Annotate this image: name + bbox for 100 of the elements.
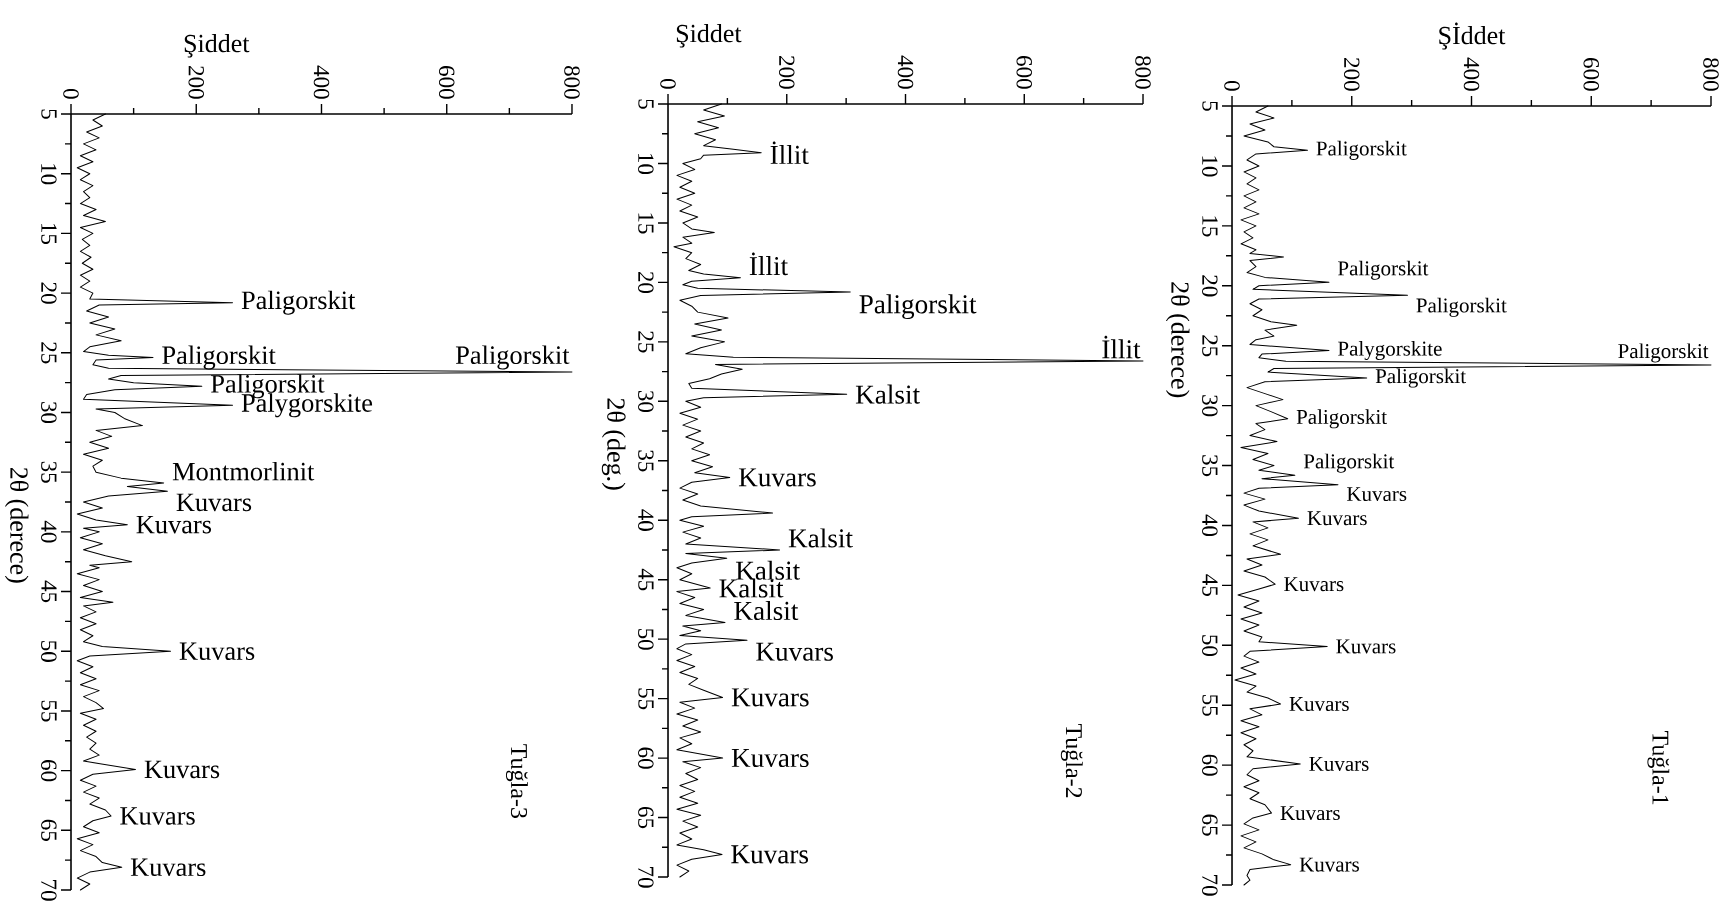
y-tick-label: 25: [638, 331, 654, 353]
annotation: Kuvars: [1289, 697, 1349, 712]
y-tick-label: 45: [638, 568, 654, 591]
annotation: Kalsit: [735, 560, 801, 580]
annotation: Palygorskite: [1338, 340, 1442, 361]
annotation: Kuvars: [1346, 487, 1407, 502]
y-tick-label: 60: [1202, 754, 1218, 776]
annotation: Paligorskit: [1338, 260, 1429, 280]
y-tick-label: 25: [41, 342, 57, 364]
x-tick-label: 0: [660, 78, 676, 89]
annotation: Paligorskit: [1375, 368, 1467, 388]
y-tick-label: 55: [41, 700, 57, 722]
annotation: Kuvars: [1336, 639, 1396, 654]
y-axis-title: 2θ (derece): [1165, 282, 1190, 398]
x-tick-label: 200: [1344, 58, 1360, 91]
y-tick-label: 10: [41, 164, 57, 185]
annotation: Kuvars: [756, 642, 833, 661]
x-tick-label: 800: [1703, 57, 1719, 91]
annotation: Kuvars: [1309, 757, 1369, 771]
x-tick-label: 400: [897, 55, 914, 89]
annotation: Kuvars: [731, 845, 809, 864]
y-tick-label: 55: [638, 688, 654, 710]
y-tick-label: 70: [41, 880, 57, 901]
y-tick-label: 60: [638, 747, 654, 769]
annotation: Paligorskit: [455, 345, 570, 370]
annotation: Kuvars: [1284, 577, 1344, 592]
y-tick-label: 65: [638, 807, 654, 829]
annotation: İllit: [770, 141, 809, 165]
annotation: Paligorskit: [1316, 140, 1407, 160]
y-tick-label: 30: [1202, 395, 1218, 417]
annotation: Paligorskit: [241, 290, 356, 315]
y-tick-label: 35: [638, 450, 654, 472]
y-tick-label: 50: [41, 641, 57, 662]
y-tick-label: 30: [638, 390, 654, 412]
y-tick-label: 70: [638, 867, 654, 888]
annotation: Paligorskit: [1416, 297, 1507, 317]
y-tick-label: 5: [1202, 101, 1218, 111]
x-axis-title: Şİddet: [1439, 22, 1506, 50]
annotation: Kalsit: [734, 600, 799, 621]
y-tick-label: 10: [1202, 156, 1218, 177]
y-tick-label: 40: [1202, 514, 1218, 537]
y-tick-label: 60: [41, 760, 57, 782]
x-tick-label: 800: [564, 66, 580, 99]
annotation: Kuvars: [144, 760, 220, 779]
x-tick-label: 0: [1224, 80, 1240, 91]
annotation: İllit: [1102, 335, 1141, 359]
annotation: Kuvars: [179, 642, 255, 661]
y-tick-label: 10: [638, 153, 654, 175]
y-axis-title: 2θ (derece): [4, 467, 29, 583]
y-tick-label: 50: [638, 629, 654, 650]
y-tick-label: 45: [41, 580, 57, 603]
y-tick-label: 40: [41, 520, 57, 543]
annotation: Tuğla-3: [505, 744, 528, 819]
y-tick-label: 20: [638, 271, 654, 294]
y-tick-label: 70: [1202, 875, 1218, 896]
annotation: Kuvars: [731, 749, 809, 768]
annotation: Kalsit: [719, 578, 784, 598]
annotation: Kuvars: [738, 468, 816, 487]
y-tick-label: 15: [638, 213, 654, 234]
annotation: Paligorskit: [859, 294, 977, 320]
annotation: Kuvars: [136, 515, 212, 534]
y-tick-label: 40: [638, 509, 654, 531]
x-tick-label: 0: [63, 89, 79, 99]
y-tick-label: 15: [41, 223, 57, 245]
annotation: Kuvars: [1299, 857, 1359, 872]
y-tick-label: 50: [1202, 635, 1218, 656]
annotation: Kuvars: [130, 858, 206, 877]
annotation: Tuğla-2: [1060, 723, 1083, 798]
x-tick-label: 400: [1463, 57, 1480, 91]
x-tick-label: 200: [188, 66, 204, 99]
y-tick-label: 55: [1202, 695, 1218, 716]
annotation: Montmorlinit: [172, 461, 315, 481]
annotation: Kuvars: [1280, 806, 1340, 821]
x-tick-label: 600: [438, 66, 455, 99]
annotation: Kuvars: [1307, 511, 1367, 526]
annotation: Paligorskit: [1618, 343, 1709, 363]
annotation: Kalsit: [855, 384, 920, 404]
x-tick-label: 600: [1583, 58, 1599, 91]
x-tick-label: 200: [779, 56, 795, 89]
annotation: Kuvars: [120, 807, 195, 825]
annotation: Kuvars: [176, 493, 252, 512]
x-axis-title: Şiddet: [184, 34, 250, 58]
y-tick-label: 20: [1202, 275, 1218, 297]
annotation: İllit: [749, 252, 788, 276]
y-tick-label: 15: [1202, 216, 1218, 237]
annotation: Tuğla-1: [1647, 731, 1670, 805]
y-axis-title: 2θ (deg.): [601, 398, 626, 490]
y-tick-label: 45: [1202, 574, 1218, 596]
annotation: Paligorskit: [1303, 453, 1395, 473]
y-tick-label: 30: [41, 402, 57, 424]
y-tick-label: 25: [1202, 335, 1218, 357]
x-tick-label: 600: [1016, 56, 1032, 89]
y-tick-label: 5: [41, 109, 57, 119]
annotation: Kuvars: [731, 688, 809, 707]
y-tick-label: 20: [41, 282, 57, 304]
x-tick-label: 400: [313, 65, 330, 99]
y-tick-label: 35: [1202, 455, 1218, 477]
annotation: Paligorskit: [162, 345, 276, 370]
y-tick-label: 5: [638, 99, 654, 109]
x-tick-label: 800: [1135, 55, 1151, 89]
